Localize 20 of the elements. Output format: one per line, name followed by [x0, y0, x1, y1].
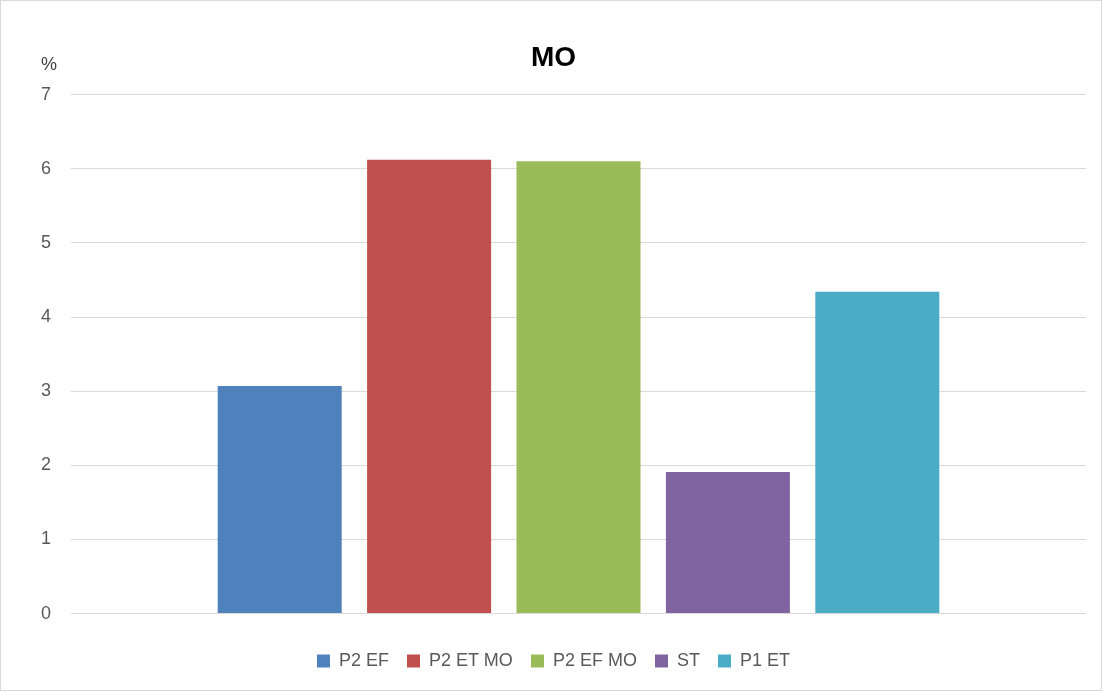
bar — [665, 471, 790, 614]
y-axis-title: % — [40, 53, 58, 74]
legend-label: ST — [677, 649, 701, 670]
legend-label: P2 EF — [338, 649, 389, 670]
y-tick-label: 6 — [41, 157, 52, 178]
chart-title: MO — [530, 40, 577, 72]
y-tick-label: 1 — [41, 528, 52, 549]
bar — [516, 161, 641, 614]
bar — [217, 385, 342, 614]
y-tick-label: 4 — [41, 306, 52, 326]
y-tick-label: 2 — [41, 454, 52, 475]
y-tick-label: 0 — [41, 602, 52, 623]
y-tick-label: 7 — [41, 83, 52, 104]
legend-label: P1 ET — [740, 649, 791, 670]
y-tick-label: 5 — [41, 231, 52, 252]
legend-label: P2 ET MO — [428, 649, 513, 670]
bar — [815, 291, 940, 614]
y-tick-label: 3 — [41, 380, 52, 401]
legend-label: P2 EF MO — [553, 649, 638, 670]
bar — [367, 159, 492, 614]
